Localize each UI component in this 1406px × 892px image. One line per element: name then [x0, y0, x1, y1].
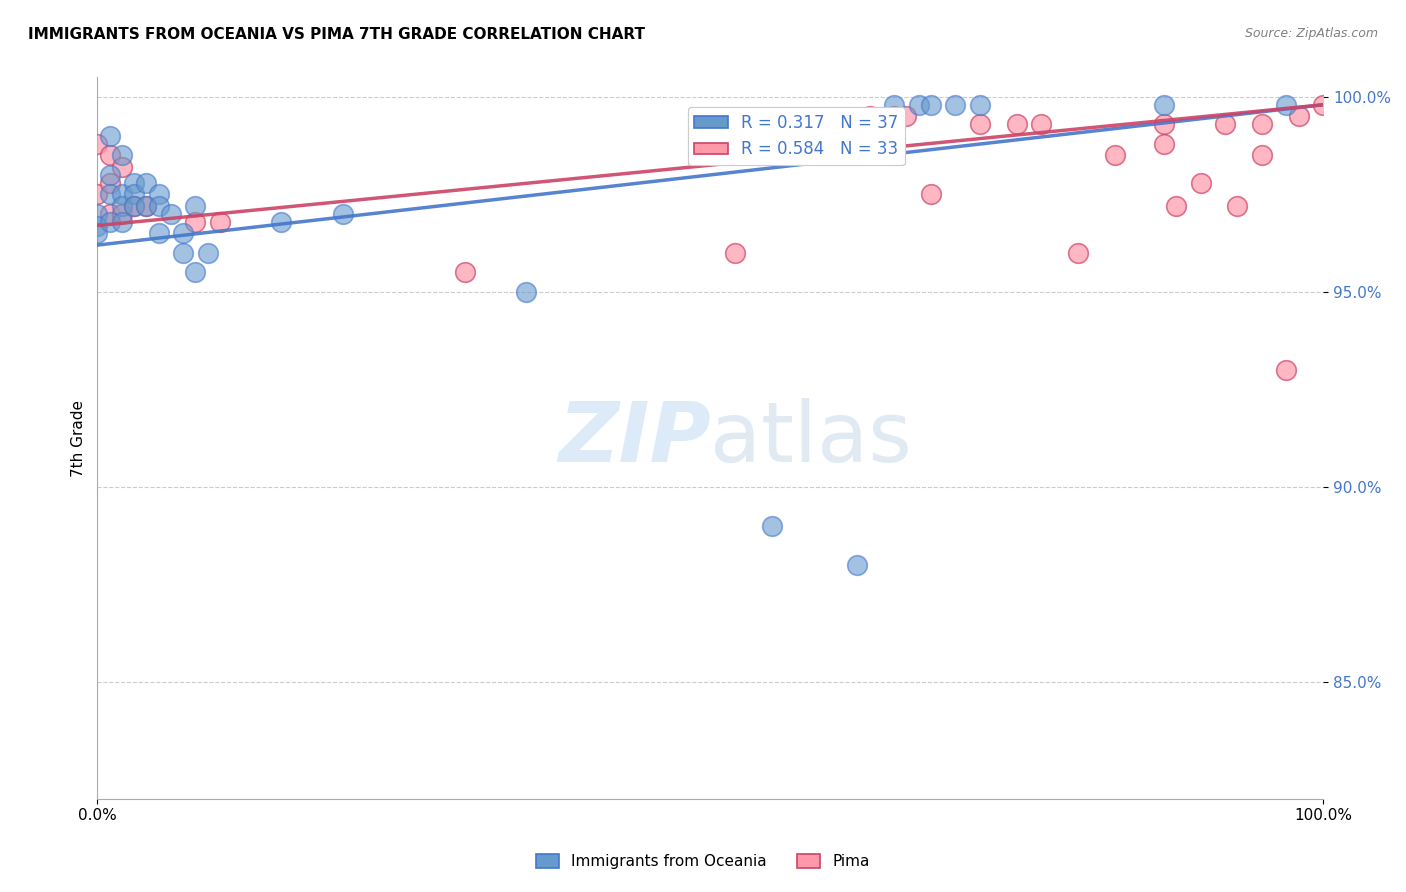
Point	[111, 215, 134, 229]
Point	[148, 227, 170, 241]
Point	[945, 97, 967, 112]
Point	[1226, 199, 1249, 213]
Point	[98, 176, 121, 190]
Point	[148, 199, 170, 213]
Legend: R = 0.317   N = 37, R = 0.584   N = 33: R = 0.317 N = 37, R = 0.584 N = 33	[688, 107, 904, 165]
Point	[1153, 136, 1175, 151]
Point	[135, 199, 157, 213]
Point	[1031, 117, 1053, 131]
Point	[122, 199, 145, 213]
Point	[846, 558, 869, 572]
Point	[122, 199, 145, 213]
Point	[111, 199, 134, 213]
Point	[135, 199, 157, 213]
Point	[98, 148, 121, 162]
Point	[896, 110, 918, 124]
Point	[969, 117, 991, 131]
Point	[1275, 363, 1298, 377]
Point	[197, 246, 219, 260]
Point	[1104, 148, 1126, 162]
Point	[98, 168, 121, 182]
Point	[1189, 176, 1212, 190]
Point	[1288, 110, 1310, 124]
Point	[270, 215, 292, 229]
Point	[1312, 97, 1334, 112]
Text: atlas: atlas	[710, 398, 912, 479]
Point	[86, 207, 108, 221]
Point	[454, 265, 477, 279]
Point	[111, 160, 134, 174]
Point	[907, 97, 929, 112]
Point	[111, 187, 134, 202]
Point	[111, 148, 134, 162]
Point	[98, 187, 121, 202]
Point	[1067, 246, 1090, 260]
Point	[172, 227, 194, 241]
Point	[148, 187, 170, 202]
Point	[86, 219, 108, 233]
Point	[883, 97, 905, 112]
Point	[1213, 117, 1236, 131]
Legend: Immigrants from Oceania, Pima: Immigrants from Oceania, Pima	[530, 848, 876, 875]
Point	[184, 215, 207, 229]
Text: Source: ZipAtlas.com: Source: ZipAtlas.com	[1244, 27, 1378, 40]
Point	[515, 285, 537, 299]
Point	[1251, 148, 1274, 162]
Point	[1275, 97, 1298, 112]
Point	[208, 215, 231, 229]
Point	[1166, 199, 1188, 213]
Point	[761, 518, 783, 533]
Point	[122, 187, 145, 202]
Point	[724, 246, 747, 260]
Point	[135, 176, 157, 190]
Point	[86, 136, 108, 151]
Point	[122, 176, 145, 190]
Point	[86, 187, 108, 202]
Point	[98, 215, 121, 229]
Point	[920, 97, 942, 112]
Point	[859, 110, 882, 124]
Point	[184, 265, 207, 279]
Point	[98, 128, 121, 143]
Point	[86, 227, 108, 241]
Point	[160, 207, 183, 221]
Point	[1005, 117, 1028, 131]
Point	[1251, 117, 1274, 131]
Point	[172, 246, 194, 260]
Point	[883, 110, 905, 124]
Point	[332, 207, 354, 221]
Point	[920, 187, 942, 202]
Text: ZIP: ZIP	[558, 398, 710, 479]
Y-axis label: 7th Grade: 7th Grade	[72, 400, 86, 476]
Text: IMMIGRANTS FROM OCEANIA VS PIMA 7TH GRADE CORRELATION CHART: IMMIGRANTS FROM OCEANIA VS PIMA 7TH GRAD…	[28, 27, 645, 42]
Point	[111, 207, 134, 221]
Point	[184, 199, 207, 213]
Point	[1153, 117, 1175, 131]
Point	[98, 207, 121, 221]
Point	[969, 97, 991, 112]
Point	[1153, 97, 1175, 112]
